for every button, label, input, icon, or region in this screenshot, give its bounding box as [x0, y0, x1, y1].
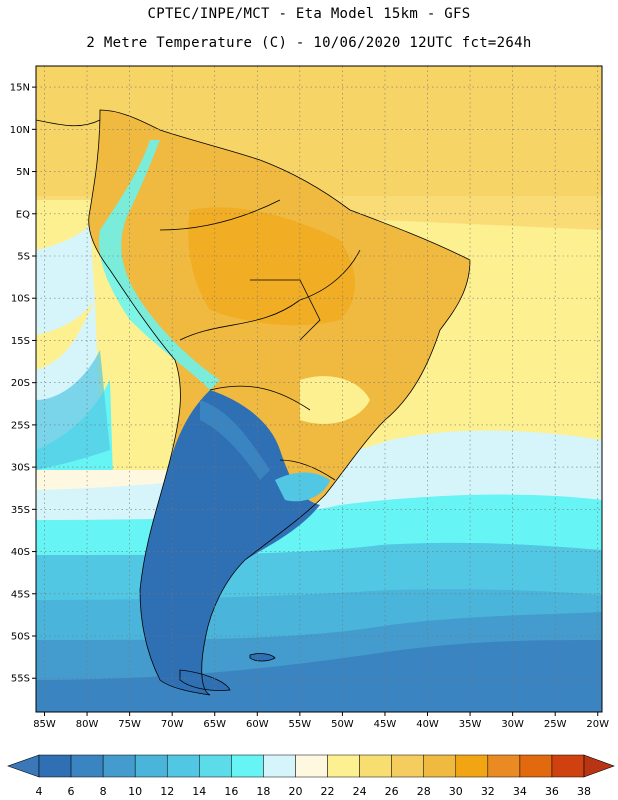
lat-tick-label: 10S	[11, 294, 30, 305]
colorbar-label: 20	[288, 785, 302, 798]
lat-tick-label: 5S	[17, 252, 30, 263]
colorbar-label: 22	[321, 785, 335, 798]
lon-tick-label: 20W	[586, 719, 609, 730]
colorbar-swatch	[391, 754, 424, 778]
map-fields	[36, 66, 602, 712]
colorbar-label: 14	[192, 785, 206, 798]
lon-tick-label: 65W	[203, 719, 226, 730]
lon-tick-label: 75W	[118, 719, 141, 730]
lat-axis: 15N 10N 5N EQ 5S 10S 15S 20S 25S 30S 35S 40S 45S 50S 5…	[10, 83, 36, 685]
lat-tick-label: 40S	[11, 547, 30, 558]
colorbar-arrow-high	[583, 754, 615, 778]
lon-tick-label: 50W	[331, 719, 354, 730]
lat-tick-label: 15S	[11, 336, 30, 347]
lat-tick-label: EQ	[16, 209, 30, 220]
colorbar-swatch	[295, 754, 328, 778]
lon-tick-label: 55W	[289, 719, 312, 730]
colorbar-label: 34	[513, 785, 527, 798]
colorbar-swatch	[423, 754, 457, 778]
colorbar-swatch	[487, 754, 521, 778]
lon-tick-label: 60W	[246, 719, 269, 730]
colorbar-label: 18	[256, 785, 270, 798]
colorbar-label: 36	[545, 785, 559, 798]
colorbar-swatch	[519, 754, 553, 778]
colorbar-label: 6	[68, 785, 75, 798]
lat-tick-label: 45S	[11, 589, 30, 600]
lat-tick-label: 30S	[11, 463, 30, 474]
lon-tick-label: 70W	[161, 719, 184, 730]
colorbar-label: 30	[449, 785, 463, 798]
colorbar-swatch	[199, 754, 232, 778]
colorbar-label: 16	[224, 785, 238, 798]
colorbar-swatch	[231, 754, 264, 778]
colorbar-arrow-low	[7, 754, 40, 778]
colorbar-swatch	[455, 754, 489, 778]
lon-tick-label: 45W	[374, 719, 397, 730]
colorbar-swatch	[134, 754, 168, 778]
lat-tick-label: 10N	[10, 125, 30, 136]
colorbar-swatch	[551, 754, 585, 778]
lat-tick-label: 25S	[11, 420, 30, 431]
lon-tick-label: 80W	[76, 719, 99, 730]
lat-tick-label: 20S	[11, 378, 30, 389]
colorbar-label: 38	[577, 785, 591, 798]
colorbar-swatch	[166, 754, 200, 778]
colorbar-swatch	[70, 754, 104, 778]
colorbar-swatch	[359, 754, 392, 778]
lon-tick-label: 30W	[501, 719, 524, 730]
colorbar-swatch	[327, 754, 360, 778]
colorbar-label: 28	[417, 785, 431, 798]
colorbar-label: 12	[160, 785, 174, 798]
colorbar-label: 8	[100, 785, 107, 798]
colorbar-label: 10	[128, 785, 142, 798]
map-title-line-2: 2 Metre Temperature (C) - 10/06/2020 12U…	[86, 35, 532, 51]
colorbar-label: 26	[385, 785, 399, 798]
colorbar-swatch	[263, 754, 296, 778]
lon-axis: 85W 80W 75W 70W 65W 60W 55W 50W 45W 40W 35W 30W 25W 2…	[33, 712, 609, 730]
lon-tick-label: 40W	[416, 719, 439, 730]
colorbar-label: 24	[353, 785, 367, 798]
lat-tick-label: 50S	[11, 632, 30, 643]
map-frame	[35, 65, 603, 713]
colorbar-swatch	[102, 754, 136, 778]
lon-tick-label: 25W	[544, 719, 567, 730]
colorbar: 4 6 8 10 12 14 16 18 20 22 24 26 28 30 32 34 36 38	[7, 754, 615, 798]
lat-tick-label: 35S	[11, 505, 30, 516]
lat-tick-label: 5N	[16, 167, 30, 178]
lat-tick-label: 55S	[11, 674, 30, 685]
lat-tick-label: 15N	[10, 83, 30, 94]
colorbar-swatch	[38, 754, 72, 778]
map-title-line-1: CPTEC/INPE/MCT - Eta Model 15km - GFS	[147, 6, 471, 22]
colorbar-label: 4	[36, 785, 43, 798]
lon-tick-label: 35W	[459, 719, 482, 730]
colorbar-label: 32	[481, 785, 495, 798]
map-borders	[36, 109, 471, 696]
lon-tick-label: 85W	[33, 719, 56, 730]
